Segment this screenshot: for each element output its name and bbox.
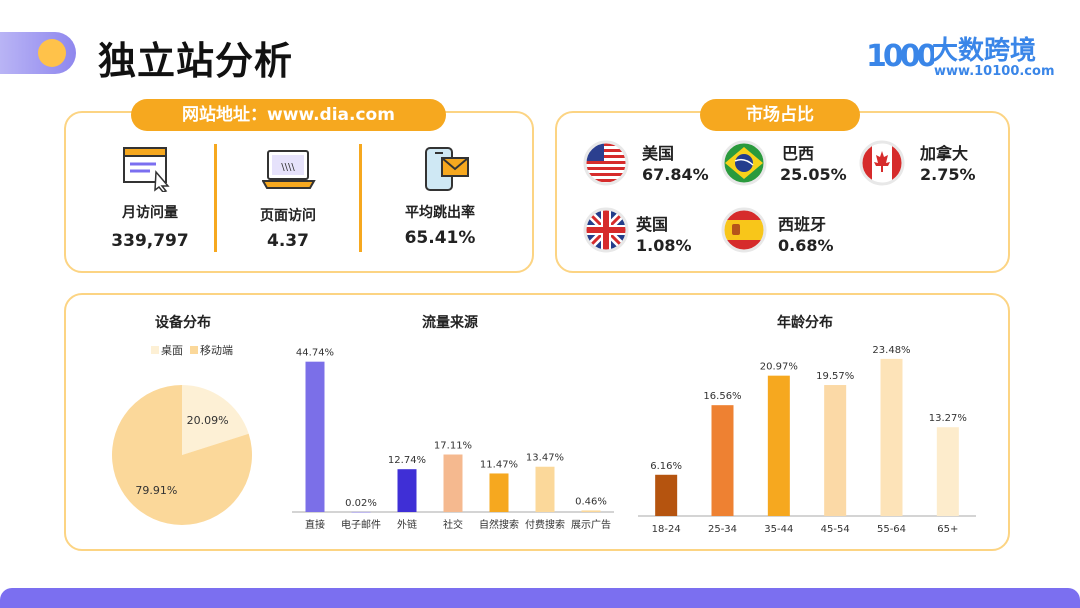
brazil-flag-icon bbox=[721, 140, 767, 186]
usa-flag-icon bbox=[583, 140, 629, 186]
metric-label-page-views: 页面访问 bbox=[260, 208, 316, 224]
phone-mail-icon bbox=[425, 147, 469, 191]
spain-flag-icon bbox=[721, 207, 767, 253]
bar-value-label: 11.47% bbox=[480, 459, 518, 470]
market-value-uk: 1.08% bbox=[636, 236, 692, 255]
bar-value-label: 13.47% bbox=[526, 453, 564, 464]
market-value-spain: 0.68% bbox=[778, 236, 834, 255]
site-metrics-panel bbox=[64, 111, 534, 273]
market-value-canada: 2.75% bbox=[920, 165, 976, 184]
bar-category-label: 55-64 bbox=[877, 524, 906, 535]
bar-6 bbox=[581, 510, 601, 512]
age-bar-chart: 6.16% 18-24 16.56% 25-34 20.97% 35-44 19.57% 45… bbox=[638, 345, 976, 535]
market-share-panel bbox=[555, 111, 1010, 273]
age-chart-title: 年龄分布 bbox=[777, 315, 833, 331]
bar-4 bbox=[880, 358, 903, 516]
bar-2 bbox=[767, 375, 790, 516]
metric-value-monthly-visits: 339,797 bbox=[111, 231, 189, 251]
metric-divider bbox=[214, 144, 217, 252]
traffic-chart-title: 流量来源 bbox=[422, 315, 478, 331]
bar-category-label: 外链 bbox=[397, 518, 417, 531]
market-country-uk: 英国 bbox=[636, 215, 669, 234]
device-chart-title: 设备分布 bbox=[155, 315, 211, 331]
laptop-icon: \\\\ bbox=[262, 150, 316, 189]
bar-3 bbox=[443, 454, 463, 512]
bar-value-label: 0.02% bbox=[345, 498, 377, 509]
bar-category-label: 自然搜索 bbox=[479, 518, 519, 531]
bar-category-label: 35-44 bbox=[764, 524, 793, 535]
pie-slice-1 bbox=[111, 385, 252, 525]
pie-slice-0 bbox=[182, 385, 249, 455]
bar-4 bbox=[489, 473, 509, 512]
bar-category-label: 展示广告 bbox=[571, 518, 611, 531]
market-country-canada: 加拿大 bbox=[920, 144, 969, 163]
bar-value-label: 23.48% bbox=[872, 345, 910, 356]
market-share-pill: 市场占比 bbox=[700, 99, 860, 131]
legend-label-mobile: 移动端 bbox=[200, 344, 233, 357]
bar-category-label: 25-34 bbox=[708, 524, 737, 535]
device-pie-chart: 20.09% 79.91% bbox=[111, 385, 252, 525]
bar-value-label: 13.27% bbox=[929, 413, 967, 424]
bar-0 bbox=[655, 474, 678, 516]
bar-category-label: 45-54 bbox=[821, 524, 850, 535]
metric-label-monthly-visits: 月访问量 bbox=[122, 205, 178, 221]
market-country-spain: 西班牙 bbox=[778, 215, 827, 234]
metric-value-page-views: 4.37 bbox=[267, 231, 309, 251]
svg-text:\\\\: \\\\ bbox=[281, 162, 295, 173]
bar-3 bbox=[824, 385, 847, 516]
bar-value-label: 20.97% bbox=[760, 362, 798, 373]
legend-swatch-mobile bbox=[190, 346, 198, 354]
brand-logo-name: 大数跨境 bbox=[932, 36, 1037, 66]
bar-category-label: 18-24 bbox=[652, 524, 681, 535]
metric-label-bounce-rate: 平均跳出率 bbox=[405, 205, 475, 221]
bar-category-label: 付费搜索 bbox=[525, 518, 565, 531]
site-url-pill: 网站地址：www.dia.com bbox=[131, 99, 446, 131]
bar-2 bbox=[397, 469, 417, 512]
legend-swatch-desktop bbox=[151, 346, 159, 354]
bar-5 bbox=[535, 466, 555, 512]
bar-category-label: 65+ bbox=[937, 524, 958, 535]
bar-value-label: 0.46% bbox=[575, 496, 607, 507]
traffic-source-bar-chart: 44.74% 直接 0.02% 电子邮件 12.74% 外链 17.11% 社交 11.47% 自… bbox=[292, 348, 614, 531]
footer-accent-bar bbox=[0, 588, 1080, 608]
browser-window-cursor-icon bbox=[123, 147, 170, 192]
bar-value-label: 44.74% bbox=[296, 348, 334, 359]
market-value-usa: 67.84% bbox=[642, 165, 709, 184]
bar-category-label: 直接 bbox=[305, 518, 325, 531]
legend-label-desktop: 桌面 bbox=[161, 344, 183, 357]
metric-value-bounce-rate: 65.41% bbox=[404, 228, 476, 248]
bar-category-label: 电子邮件 bbox=[341, 518, 381, 531]
bar-category-label: 社交 bbox=[443, 518, 463, 531]
canada-flag-icon bbox=[859, 140, 905, 186]
bar-5 bbox=[936, 427, 959, 516]
brand-logo-mark: 1000 bbox=[866, 39, 934, 74]
bar-value-label: 12.74% bbox=[388, 455, 426, 466]
bar-1 bbox=[351, 511, 371, 513]
bar-0 bbox=[305, 361, 325, 512]
market-value-brazil: 25.05% bbox=[780, 165, 847, 184]
market-country-usa: 美国 bbox=[642, 144, 675, 163]
page-title: 独立站分析 bbox=[98, 39, 294, 83]
pie-value-label: 20.09% bbox=[187, 414, 229, 427]
brand-logo-url: www.10100.com bbox=[934, 64, 1055, 79]
pie-value-label: 79.91% bbox=[135, 484, 177, 497]
market-country-brazil: 巴西 bbox=[782, 144, 815, 163]
bar-value-label: 17.11% bbox=[434, 441, 472, 452]
header-accent-dot bbox=[38, 39, 66, 67]
logo-mark-text: 1000 bbox=[866, 39, 934, 74]
uk-flag-icon bbox=[583, 207, 629, 253]
metric-divider bbox=[359, 144, 362, 252]
bar-1 bbox=[711, 405, 734, 516]
bar-value-label: 16.56% bbox=[703, 391, 741, 402]
device-chart-legend: 桌面 移动端 bbox=[151, 344, 233, 357]
bar-value-label: 19.57% bbox=[816, 371, 854, 382]
bar-value-label: 6.16% bbox=[650, 461, 682, 472]
